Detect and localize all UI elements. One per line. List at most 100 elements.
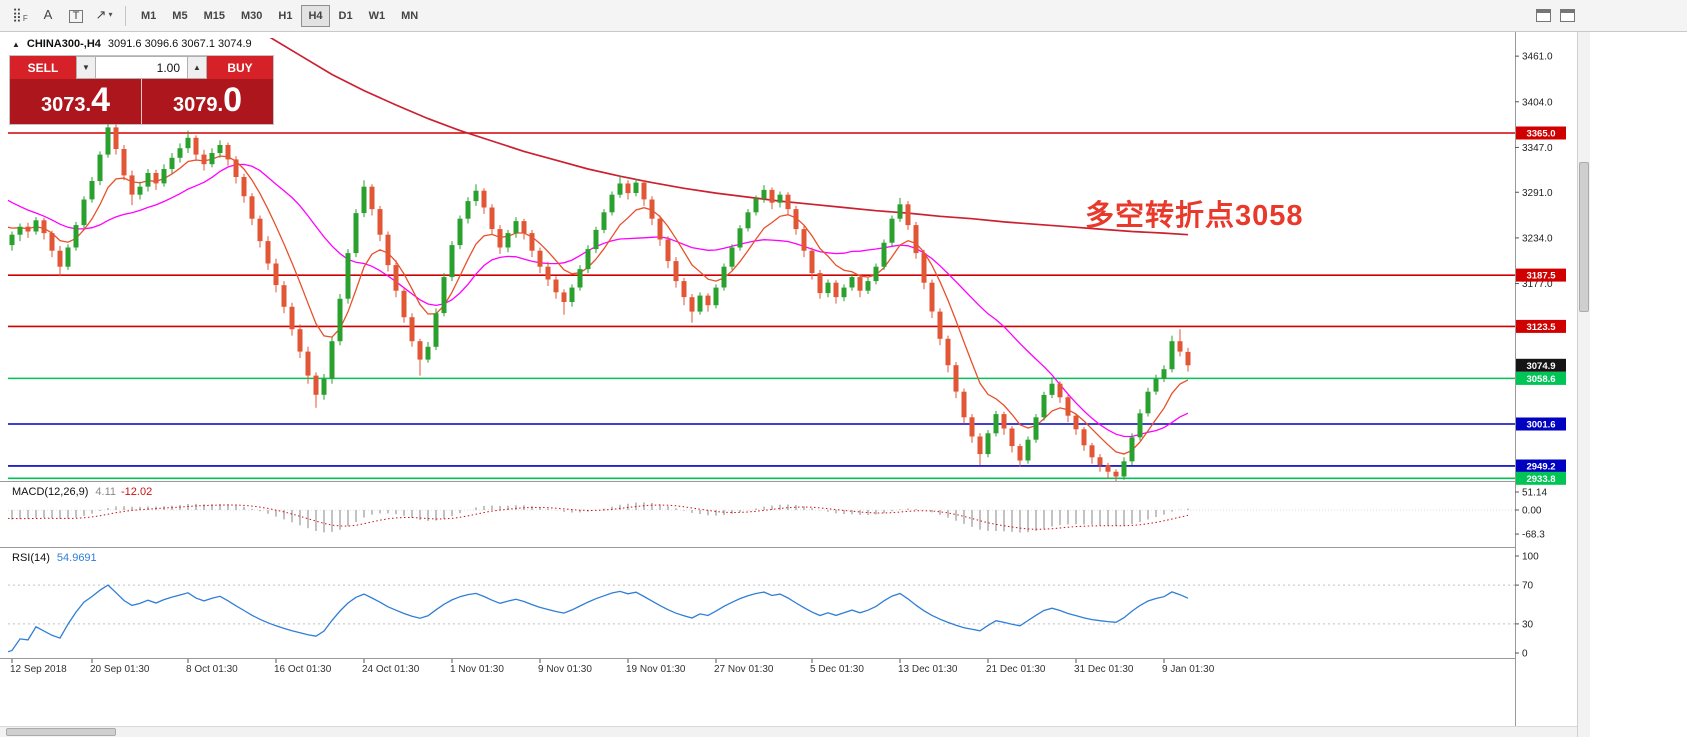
- level-price-badge: [1516, 268, 1566, 282]
- svg-text:100: 100: [1522, 552, 1539, 563]
- volume-input[interactable]: [96, 56, 187, 79]
- volume-decrease-button[interactable]: ▼: [76, 56, 96, 79]
- chart-ohlc-values: 3091.6 3096.6 3067.1 3074.9: [107, 38, 252, 50]
- window-controls: [1536, 9, 1575, 22]
- svg-text:9 Jan 01:30: 9 Jan 01:30: [1162, 664, 1215, 675]
- timeframe-mn[interactable]: MN: [394, 5, 425, 27]
- svg-text:1 Nov 01:30: 1 Nov 01:30: [450, 664, 504, 675]
- arrow-shapes-icon[interactable]: ↗ ▾: [91, 3, 117, 27]
- window-icon-1[interactable]: [1536, 9, 1551, 22]
- macd-label: MACD(12,26,9) 4.11 -12.02: [12, 486, 152, 498]
- macd-pane: [8, 502, 1515, 533]
- sell-button[interactable]: SELL: [10, 56, 76, 79]
- svg-text:16 Oct 01:30: 16 Oct 01:30: [274, 664, 332, 675]
- svg-text:3365.0: 3365.0: [1526, 129, 1555, 140]
- current-price-badge: [1516, 358, 1566, 372]
- vertical-scrollbar-thumb[interactable]: [1579, 162, 1589, 312]
- text-box-icon[interactable]: T: [63, 5, 89, 29]
- svg-text:-68.3: -68.3: [1522, 530, 1545, 541]
- svg-text:27 Nov 01:30: 27 Nov 01:30: [714, 664, 774, 675]
- caret-up-icon: ▲: [193, 63, 201, 72]
- svg-text:8 Oct 01:30: 8 Oct 01:30: [186, 664, 238, 675]
- svg-text:3074.9: 3074.9: [1526, 361, 1555, 372]
- buy-price[interactable]: 3079. 0: [142, 79, 273, 124]
- svg-text:3177.0: 3177.0: [1522, 279, 1553, 290]
- level-price-badge: [1516, 471, 1566, 485]
- rsi-pane: [8, 584, 1515, 653]
- caret-down-icon: ▼: [82, 63, 90, 72]
- rsi-line: [8, 584, 1189, 653]
- svg-text:19 Nov 01:30: 19 Nov 01:30: [626, 664, 686, 675]
- toolbar-separator: [125, 5, 126, 26]
- timeframe-h4[interactable]: H4: [301, 4, 330, 27]
- macd-signal-line: [8, 504, 1189, 530]
- svg-text:3123.5: 3123.5: [1526, 322, 1556, 333]
- timeframe-w1[interactable]: W1: [362, 5, 393, 27]
- chart-annotation-text: 多空转折点3058: [1085, 200, 1304, 232]
- trade-panel-prices: 3073. 4 3079. 0: [10, 79, 273, 124]
- svg-text:3461.0: 3461.0: [1522, 52, 1553, 63]
- price-axis: 3461.0 3404.0 3347.0 3291.0 3234.0 3177.0 51.1…: [1515, 32, 1577, 727]
- window-icon-2[interactable]: [1560, 9, 1575, 22]
- svg-text:3291.0: 3291.0: [1522, 188, 1553, 199]
- svg-text:30: 30: [1522, 619, 1534, 630]
- svg-text:51.14: 51.14: [1522, 487, 1547, 498]
- rsi-value: 54.9691: [56, 552, 97, 564]
- svg-text:0: 0: [1522, 649, 1528, 660]
- timeframe-m30[interactable]: M30: [234, 5, 269, 27]
- horizontal-scrollbar-thumb[interactable]: [6, 728, 116, 736]
- time-axis: 12 Sep 2018 20 Sep 01:30 8 Oct 01:30 16 Oct…: [10, 659, 1215, 675]
- svg-text:3234.0: 3234.0: [1522, 233, 1553, 244]
- chart-symbol-period: CHINA300-,H4: [26, 38, 101, 50]
- buy-button[interactable]: BUY: [207, 56, 273, 79]
- ma-slow-line: [269, 38, 1189, 236]
- svg-text:70: 70: [1522, 581, 1534, 592]
- svg-text:2933.8: 2933.8: [1526, 474, 1555, 485]
- pattern-grid-icon[interactable]: ⣿ F: [7, 3, 33, 27]
- svg-text:0.00: 0.00: [1522, 506, 1542, 517]
- timeframe-m5[interactable]: M5: [165, 5, 194, 27]
- svg-text:5 Dec 01:30: 5 Dec 01:30: [810, 664, 864, 675]
- trade-panel-controls: SELL ▼ ▲ BUY: [10, 56, 273, 79]
- timeframe-m15[interactable]: M15: [197, 5, 232, 27]
- svg-text:20 Sep 01:30: 20 Sep 01:30: [90, 664, 150, 675]
- rsi-label: RSI(14) 54.9691: [12, 552, 97, 564]
- svg-text:12 Sep 2018: 12 Sep 2018: [10, 664, 67, 675]
- sell-price[interactable]: 3073. 4: [10, 79, 141, 124]
- svg-text:3347.0: 3347.0: [1522, 143, 1553, 154]
- timeframe-group: M1 M5 M15 M30 H1 H4 D1 W1 MN: [133, 4, 426, 27]
- ma-mid-line: [8, 163, 1189, 438]
- drawing-tools-group: ⣿ F A T ↗ ▾: [6, 3, 118, 29]
- svg-text:9 Nov 01:30: 9 Nov 01:30: [538, 664, 592, 675]
- level-price-badge: [1516, 319, 1566, 333]
- toolbar: ⣿ F A T ↗ ▾ M1 M5 M15 M30 H1 H4 D1 W1 MN: [0, 0, 1687, 32]
- ma-fast-line: [8, 155, 1189, 455]
- vertical-scrollbar[interactable]: [1577, 32, 1590, 737]
- trade-panel-collapse-icon[interactable]: ▲: [12, 39, 20, 49]
- candlestick-series: [9, 117, 1191, 481]
- svg-text:2949.2: 2949.2: [1526, 461, 1555, 472]
- level-price-badge: [1516, 126, 1566, 140]
- timeframe-h1[interactable]: H1: [271, 5, 299, 27]
- level-price-badge: [1516, 459, 1566, 473]
- timeframe-d1[interactable]: D1: [332, 5, 360, 27]
- svg-text:13 Dec 01:30: 13 Dec 01:30: [898, 664, 958, 675]
- svg-text:3001.6: 3001.6: [1526, 420, 1555, 431]
- svg-text:3187.5: 3187.5: [1526, 271, 1556, 282]
- svg-text:31 Dec 01:30: 31 Dec 01:30: [1074, 664, 1134, 675]
- timeframe-m1[interactable]: M1: [134, 5, 163, 27]
- horizontal-scrollbar[interactable]: [0, 726, 1577, 737]
- level-price-badge: [1516, 371, 1566, 385]
- volume-increase-button[interactable]: ▲: [187, 56, 207, 79]
- macd-main-value: 4.11: [95, 486, 117, 498]
- macd-name: MACD(12,26,9): [12, 486, 89, 498]
- rsi-name: RSI(14): [12, 552, 50, 564]
- svg-text:21 Dec 01:30: 21 Dec 01:30: [986, 664, 1046, 675]
- macd-signal-value: -12.02: [121, 486, 153, 498]
- text-label-icon[interactable]: A: [35, 3, 61, 27]
- svg-text:3058.6: 3058.6: [1526, 374, 1555, 385]
- level-price-badge: [1516, 417, 1566, 431]
- one-click-trading-panel: SELL ▼ ▲ BUY 3073.4 3079.0: [10, 56, 273, 124]
- svg-text:24 Oct 01:30: 24 Oct 01:30: [362, 664, 420, 675]
